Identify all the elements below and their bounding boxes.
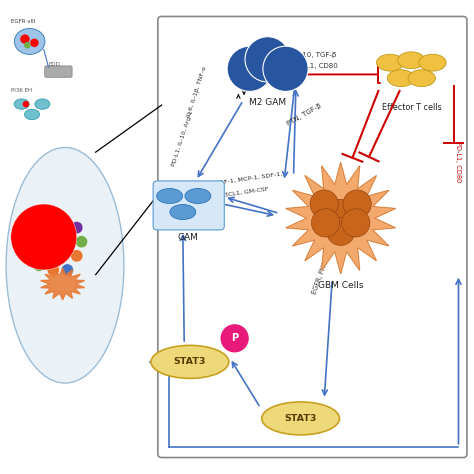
Circle shape [42,250,55,262]
Text: PI3K EH: PI3K EH [11,88,32,93]
Ellipse shape [398,52,425,69]
Text: PTN, TGF-β: PTN, TGF-β [286,103,323,127]
Ellipse shape [156,189,182,203]
Circle shape [327,199,355,228]
Text: PD-L1, CD80: PD-L1, CD80 [456,141,462,182]
Text: Effector T cells: Effector T cells [382,103,441,112]
Text: CX3CL1, GM-CSF: CX3CL1, GM-CSF [216,186,269,199]
Ellipse shape [170,204,196,219]
Polygon shape [41,268,85,300]
Circle shape [245,36,290,82]
Text: EGFR, PKC, IL-6: EGFR, PKC, IL-6 [311,245,334,294]
Circle shape [342,209,370,237]
Text: PD-L1, IL-10, Arg-1: PD-L1, IL-10, Arg-1 [172,110,194,167]
Ellipse shape [25,109,39,119]
Circle shape [52,221,64,234]
FancyBboxPatch shape [153,181,224,230]
Text: GBM Cells: GBM Cells [318,281,364,290]
Ellipse shape [6,147,124,383]
Text: M2 GAM: M2 GAM [249,98,286,107]
Ellipse shape [35,99,50,109]
Circle shape [20,35,30,44]
Circle shape [24,42,31,48]
Circle shape [310,190,338,218]
Circle shape [327,217,355,246]
Circle shape [71,250,83,262]
Circle shape [311,209,340,237]
Ellipse shape [419,54,446,71]
Circle shape [71,221,83,234]
Circle shape [33,259,45,272]
FancyBboxPatch shape [45,66,72,77]
Ellipse shape [14,28,45,55]
Circle shape [47,264,59,276]
Ellipse shape [151,346,229,378]
Circle shape [75,236,88,248]
Circle shape [11,204,77,270]
Text: GAM: GAM [177,233,198,242]
Ellipse shape [408,70,436,87]
FancyBboxPatch shape [158,17,467,457]
Text: IL-6, IL-1β, TNF-α: IL-6, IL-1β, TNF-α [186,65,208,118]
Circle shape [220,324,249,353]
Text: IL-10, TGF-β: IL-10, TGF-β [293,52,336,58]
Ellipse shape [387,70,415,87]
Ellipse shape [14,99,29,109]
Text: EDD: EDD [48,62,60,67]
Ellipse shape [376,54,404,71]
Text: STAT3: STAT3 [284,414,317,423]
Circle shape [263,46,308,91]
Text: P: P [231,333,238,343]
Text: CSF-1, MCP-1, SDF-1,: CSF-1, MCP-1, SDF-1, [216,172,283,186]
Circle shape [227,46,273,91]
Circle shape [30,38,38,47]
Circle shape [343,190,371,218]
Ellipse shape [262,402,339,435]
Polygon shape [286,163,395,274]
Text: STAT3: STAT3 [173,357,206,366]
Ellipse shape [185,189,211,203]
Circle shape [23,101,29,108]
Text: EGFR vIII: EGFR vIII [11,18,35,24]
Circle shape [61,264,73,276]
Circle shape [56,236,69,248]
Text: PD-L1, CD80: PD-L1, CD80 [293,64,337,69]
